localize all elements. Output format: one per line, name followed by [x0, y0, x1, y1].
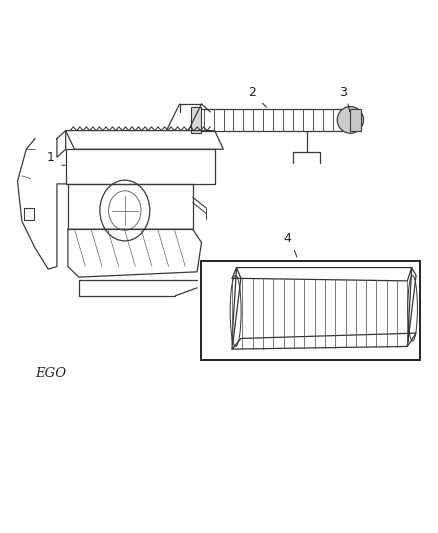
Text: EGO: EGO — [35, 367, 66, 381]
Bar — [191, 107, 201, 133]
Text: 4: 4 — [284, 232, 292, 245]
Text: 3: 3 — [339, 86, 347, 99]
Bar — [348, 109, 361, 131]
Ellipse shape — [337, 107, 364, 133]
Text: 1: 1 — [46, 151, 54, 164]
Bar — [201, 261, 420, 360]
Bar — [24, 208, 34, 220]
Text: 2: 2 — [248, 86, 256, 99]
Bar — [350, 109, 361, 131]
